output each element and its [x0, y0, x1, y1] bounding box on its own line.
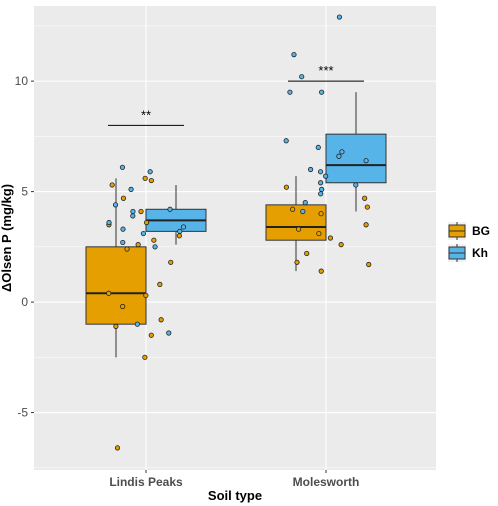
data-point-bg — [158, 317, 164, 323]
data-point-kh — [134, 321, 140, 327]
data-point-kh — [318, 191, 324, 197]
data-point-bg — [366, 261, 372, 268]
data-point-kh — [180, 224, 187, 230]
data-point-bg — [294, 259, 300, 265]
data-point-kh — [315, 144, 321, 151]
y-tick-label: 5 — [21, 185, 28, 199]
data-point-bg — [338, 242, 344, 248]
x-axis-title: Soil type — [208, 488, 262, 503]
data-point-bg — [304, 250, 310, 257]
significance-label: *** — [318, 63, 333, 78]
data-point-bg — [363, 222, 369, 228]
data-point-bg — [296, 226, 302, 232]
data-point-kh — [291, 52, 297, 58]
data-point-bg — [138, 208, 144, 215]
data-point-kh — [120, 239, 126, 246]
data-point-kh — [319, 186, 325, 192]
data-point-bg — [135, 242, 141, 248]
data-point-kh — [167, 206, 173, 212]
data-point-kh — [283, 138, 289, 144]
data-point-kh — [319, 89, 325, 95]
data-point-bg — [143, 292, 149, 299]
data-point-kh — [336, 14, 343, 20]
data-point-bg — [316, 230, 322, 237]
data-point-kh — [140, 230, 147, 237]
data-point-kh — [152, 244, 158, 250]
points-layer — [106, 14, 372, 451]
y-tick-label: 10 — [15, 74, 29, 88]
plot-panel — [34, 6, 436, 470]
x-tick-label: Molesworth — [293, 475, 360, 489]
legend-label-kh: Kh — [472, 246, 488, 260]
data-point-kh — [147, 169, 153, 175]
data-point-kh — [317, 169, 324, 175]
data-point-kh — [339, 149, 345, 155]
box-bg — [85, 246, 147, 325]
data-point-kh — [177, 228, 183, 234]
data-point-kh — [130, 208, 136, 215]
data-point-kh — [299, 74, 305, 80]
y-tick-label: -5 — [17, 406, 28, 420]
data-point-bg — [151, 237, 157, 243]
legend-label-bg: BG — [472, 224, 490, 238]
data-point-bg — [318, 211, 324, 217]
data-point-bg — [142, 175, 148, 181]
data-point-bg — [176, 233, 182, 239]
x-tick-label: Lindis Peaks — [109, 475, 183, 489]
data-point-kh — [130, 213, 136, 219]
data-point-kh — [363, 158, 369, 164]
data-point-kh — [128, 186, 134, 192]
annotations-layer: ***** — [108, 63, 364, 126]
data-point-kh — [300, 208, 306, 215]
y-tick-label: 0 — [21, 295, 28, 309]
data-point-bg — [148, 177, 154, 184]
data-point-kh — [120, 226, 126, 232]
data-point-kh — [323, 173, 329, 179]
data-point-bg — [120, 303, 126, 310]
data-point-bg — [318, 268, 324, 274]
box-kh — [325, 133, 387, 184]
data-point-bg — [106, 290, 112, 296]
data-point-bg — [124, 246, 130, 252]
data-point-kh — [302, 200, 308, 206]
y-axis-title: ΔOlsen P (mg/kg) — [0, 184, 14, 292]
data-point-bg — [327, 235, 334, 241]
data-point-kh — [353, 182, 359, 188]
box-bg — [265, 204, 327, 241]
data-point-bg — [114, 445, 121, 451]
data-point-kh — [106, 219, 112, 226]
data-point-bg — [143, 219, 150, 226]
data-point-bg — [362, 195, 368, 201]
axes-layer: -5 0 5 10 Lindis Peaks Molesworth — [15, 74, 360, 489]
data-point-bg — [148, 332, 154, 338]
data-point-kh — [112, 202, 119, 208]
data-point-kh — [166, 330, 172, 336]
data-point-bg — [157, 281, 163, 287]
data-point-bg — [364, 204, 370, 210]
data-point-bg — [283, 184, 290, 190]
legend: BG Kh — [448, 222, 490, 262]
data-point-kh — [318, 180, 324, 186]
data-point-bg — [168, 259, 174, 265]
data-point-bg — [109, 182, 115, 188]
data-point-kh — [119, 164, 126, 170]
data-point-kh — [287, 89, 293, 95]
data-point-kh — [307, 166, 314, 173]
data-point-kh — [336, 153, 342, 159]
data-point-bg — [120, 195, 127, 201]
data-point-bg — [290, 206, 296, 212]
data-point-bg — [142, 354, 148, 360]
significance-label: ** — [141, 107, 151, 122]
data-point-bg — [113, 323, 119, 329]
